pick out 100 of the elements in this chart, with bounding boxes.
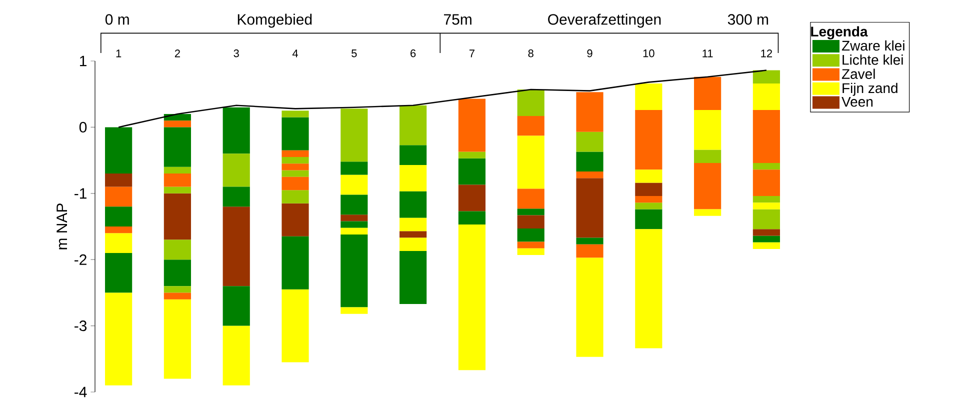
bar — [752, 170, 780, 196]
bar — [517, 89, 544, 116]
bar — [105, 292, 132, 386]
bar — [164, 286, 192, 293]
bar — [752, 202, 780, 210]
x-tick-label: 10 — [643, 49, 654, 58]
bar — [400, 191, 427, 218]
bar — [105, 186, 132, 207]
bar — [222, 154, 250, 187]
bar — [635, 196, 662, 203]
bar — [635, 229, 662, 348]
bar — [105, 174, 132, 187]
bar — [222, 206, 250, 286]
bar — [282, 164, 309, 170]
bar — [458, 98, 486, 152]
legend-label: Zware klei — [842, 40, 904, 51]
bar — [340, 228, 368, 234]
bar — [164, 120, 192, 128]
y-tick-label: -2 — [74, 254, 86, 265]
bar — [222, 286, 250, 326]
bar — [164, 240, 192, 260]
bar — [340, 194, 368, 215]
bar — [752, 209, 780, 230]
bar — [752, 236, 780, 242]
bar — [282, 170, 309, 177]
bar — [635, 209, 662, 230]
bar — [164, 166, 192, 174]
bar — [282, 117, 309, 150]
bar — [752, 162, 780, 170]
x-tick-label: 7 — [469, 50, 474, 58]
y-tick-label: -3 — [74, 320, 87, 332]
bar — [164, 260, 192, 286]
bar — [517, 215, 544, 228]
bar — [752, 196, 780, 203]
bar — [458, 224, 486, 370]
y-axis-title: m NAP — [56, 204, 67, 250]
text: 300 m — [728, 14, 768, 25]
text: 75m — [444, 14, 472, 25]
y-tick-label: -1 — [74, 188, 86, 199]
bar — [340, 307, 368, 314]
bar — [752, 110, 780, 163]
text: Oeverafzettingen — [548, 14, 661, 28]
x-tick-label: 11 — [702, 50, 713, 58]
bar — [517, 228, 544, 242]
bar — [752, 229, 780, 236]
bar — [517, 188, 544, 209]
bar — [694, 76, 722, 110]
bar — [400, 238, 427, 251]
bar — [164, 174, 192, 187]
x-tick-label: 5 — [352, 50, 357, 58]
bar — [282, 190, 309, 204]
bar — [400, 105, 427, 146]
bar — [282, 150, 309, 157]
bar — [400, 164, 427, 192]
bar — [635, 182, 662, 196]
bar — [576, 178, 604, 238]
bar — [635, 170, 662, 183]
x-tick-label: 3 — [234, 49, 239, 58]
bar — [458, 152, 486, 158]
bar — [164, 292, 192, 300]
bar — [517, 242, 544, 248]
bar — [164, 193, 192, 240]
legend-label: Veen — [842, 96, 873, 107]
bar — [458, 211, 486, 225]
bar — [222, 326, 250, 386]
bar — [400, 218, 427, 232]
bar — [576, 238, 604, 244]
bar — [105, 226, 132, 234]
legend-title: Legenda — [811, 26, 868, 40]
bar — [576, 244, 604, 258]
legend-label: Zavel — [842, 68, 875, 79]
bar — [222, 107, 250, 154]
legend-label: Lichte klei — [842, 54, 903, 65]
bar — [282, 156, 309, 164]
bar — [105, 252, 132, 293]
bar — [400, 145, 427, 165]
bar — [694, 209, 722, 216]
x-tick-label: 6 — [410, 49, 416, 58]
bar — [576, 92, 604, 132]
bar — [340, 174, 368, 195]
bar — [340, 234, 368, 308]
bar — [164, 299, 192, 379]
x-tick-label: 12 — [761, 50, 772, 58]
bar — [105, 206, 132, 227]
x-tick-label: 1 — [116, 50, 122, 58]
bar — [752, 242, 780, 250]
bar — [222, 186, 250, 207]
bar — [517, 208, 544, 216]
bar — [635, 84, 662, 110]
bar — [576, 172, 604, 178]
bar — [517, 248, 544, 255]
bar — [282, 236, 309, 290]
bar — [282, 176, 309, 190]
x-tick-label: 9 — [587, 49, 592, 58]
x-tick-label: 4 — [292, 50, 298, 58]
x-tick-label: 8 — [528, 49, 534, 58]
bar — [752, 70, 780, 84]
bar — [400, 231, 427, 238]
bar — [694, 162, 722, 210]
bar — [400, 251, 427, 304]
